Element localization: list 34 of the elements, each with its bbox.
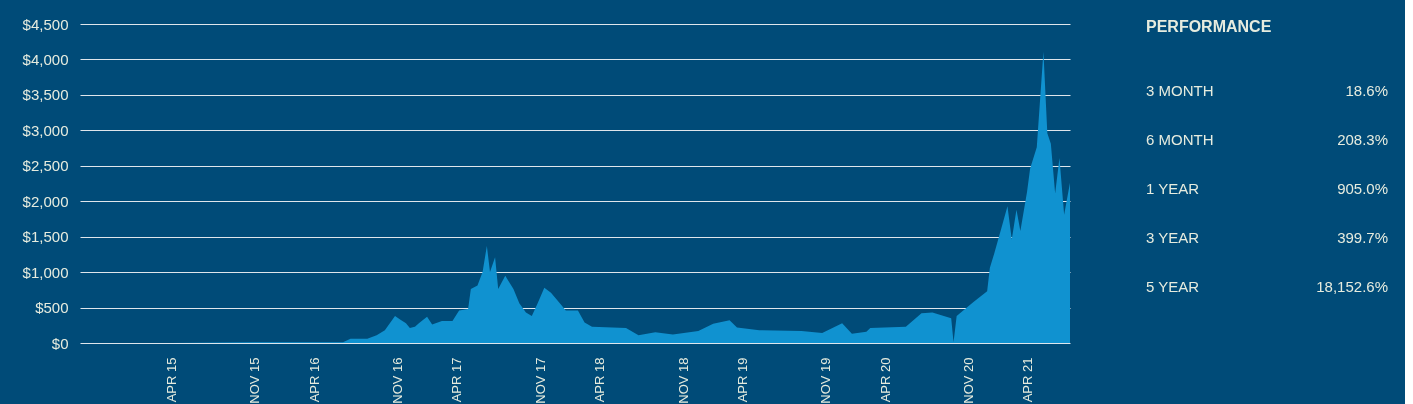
y-tick-label: $2,500 — [22, 157, 69, 175]
text: 18,152.6% — [1316, 278, 1388, 295]
y-tick-label: $2,000 — [22, 192, 69, 210]
x-tick-label: NOV 19 — [818, 357, 834, 404]
x-tick-label: NOV 16 — [390, 357, 406, 404]
y-tick-label: $4,000 — [22, 50, 69, 68]
x-tick-label: APR 20 — [877, 357, 893, 403]
text: 1 YEAR — [1146, 180, 1200, 197]
x-tick-label: APR 19 — [734, 357, 750, 403]
x-tick-label: APR 18 — [591, 357, 607, 403]
x-tick-label: APR 17 — [449, 357, 465, 403]
text: 18.6% — [1345, 82, 1388, 99]
x-tick-label: NOV 17 — [532, 357, 548, 404]
text: 5 YEAR — [1146, 278, 1200, 295]
x-tick-label: NOV 18 — [675, 357, 691, 404]
x-tick-label: APR 15 — [163, 357, 179, 403]
x-tick-label: APR 21 — [1020, 357, 1036, 403]
text: 3 YEAR — [1146, 229, 1200, 246]
x-tick-label: APR 16 — [306, 357, 322, 403]
text: 208.3% — [1337, 131, 1388, 148]
text: PERFORMANCE — [1146, 18, 1272, 35]
y-tick-label: $3,000 — [22, 121, 69, 139]
text: 399.7% — [1337, 229, 1388, 246]
y-tick-label: $0 — [51, 334, 69, 352]
y-tick-label: $4,500 — [22, 15, 69, 33]
y-tick-label: $1,000 — [22, 263, 69, 281]
text: 6 MONTH — [1146, 131, 1214, 148]
y-tick-label: $500 — [35, 299, 69, 317]
x-tick-label: NOV 20 — [961, 357, 977, 404]
y-tick-label: $1,500 — [22, 228, 69, 246]
x-tick-label: NOV 15 — [247, 357, 263, 404]
text: 3 MONTH — [1146, 82, 1214, 99]
y-tick-label: $3,500 — [22, 86, 69, 104]
text: 905.0% — [1337, 180, 1388, 197]
